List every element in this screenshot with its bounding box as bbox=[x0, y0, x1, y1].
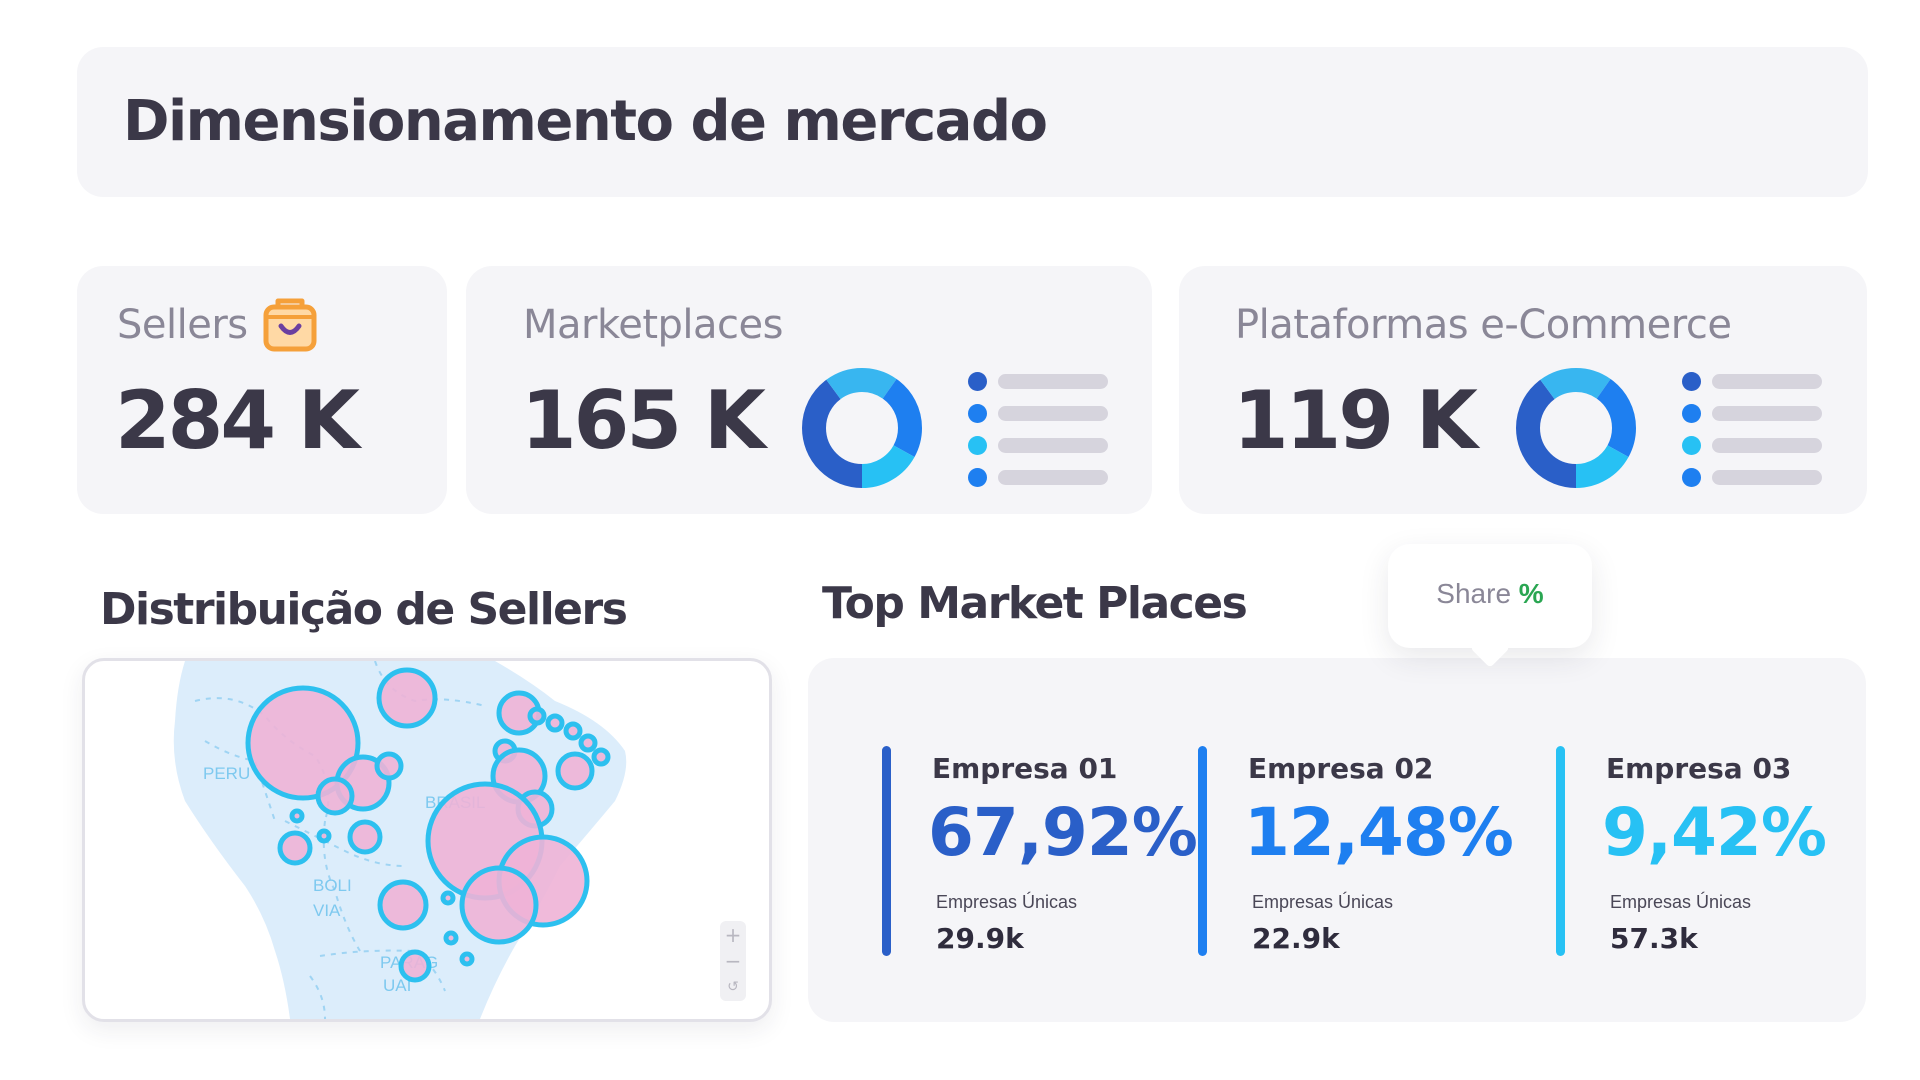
zoom-out-button[interactable]: − bbox=[724, 949, 742, 973]
map-bubble[interactable] bbox=[545, 713, 565, 733]
platforms-donut-icon bbox=[1516, 368, 1636, 488]
zoom-in-button[interactable]: + bbox=[724, 923, 742, 947]
map-label-bolivia-2: VIA bbox=[313, 901, 341, 920]
company-card-2[interactable]: Empresa 02 12,48% Empresas Únicas 22.9k bbox=[1198, 746, 1518, 966]
company-card-3[interactable]: Empresa 03 9,42% Empresas Únicas 57.3k bbox=[1556, 746, 1876, 966]
map-bubble[interactable] bbox=[377, 879, 429, 931]
platforms-card[interactable]: Plataformas e-Commerce 119 K bbox=[1179, 266, 1867, 514]
legend-item bbox=[1682, 398, 1822, 430]
legend-item bbox=[968, 398, 1108, 430]
legend-item bbox=[1682, 430, 1822, 462]
map-bubble[interactable] bbox=[578, 733, 598, 753]
company-sub-label: Empresas Únicas bbox=[936, 892, 1078, 912]
sellers-label: Sellers bbox=[117, 302, 248, 348]
map-bubble[interactable] bbox=[376, 667, 438, 729]
company-card-1[interactable]: Empresa 01 67,92% Empresas Únicas 29.9k bbox=[882, 746, 1202, 966]
seller-bubbles bbox=[245, 667, 611, 983]
legend-item bbox=[968, 366, 1108, 398]
company-share: 9,42% bbox=[1602, 794, 1827, 871]
company-bar bbox=[1556, 746, 1565, 956]
map-bubble[interactable] bbox=[245, 685, 361, 801]
platforms-legend bbox=[1682, 366, 1822, 494]
marketplaces-label: Marketplaces bbox=[523, 302, 783, 348]
map-zoom-controls: + − ↺ bbox=[720, 921, 746, 1001]
company-name: Empresa 02 bbox=[1248, 752, 1434, 785]
tooltip-text: Share % bbox=[1388, 578, 1592, 610]
map-label-peru: PERU bbox=[203, 764, 250, 783]
map-bubble[interactable] bbox=[459, 865, 539, 945]
company-name: Empresa 03 bbox=[1606, 752, 1792, 785]
company-sub-label: Empresas Únicas bbox=[1610, 892, 1752, 912]
platforms-label: Plataformas e-Commerce bbox=[1235, 302, 1732, 348]
sellers-value: 284 K bbox=[115, 374, 360, 467]
marketplaces-value: 165 K bbox=[521, 374, 766, 467]
company-bar bbox=[1198, 746, 1207, 956]
map-bubble[interactable] bbox=[277, 830, 313, 866]
company-share: 12,48% bbox=[1244, 794, 1514, 871]
legend-item bbox=[968, 430, 1108, 462]
company-bar bbox=[882, 746, 891, 956]
legend-item bbox=[1682, 462, 1822, 494]
marketplaces-card[interactable]: Marketplaces 165 K bbox=[466, 266, 1152, 514]
map-canvas[interactable]: PERU BRASIL BOLI VIA PARAG UAI bbox=[85, 661, 769, 1019]
tooltip-percent: % bbox=[1518, 578, 1544, 609]
map-bubble[interactable] bbox=[316, 828, 332, 844]
company-sub-label: Empresas Únicas bbox=[1252, 892, 1394, 912]
map-bubble[interactable] bbox=[440, 890, 456, 906]
map-bubble[interactable] bbox=[443, 930, 459, 946]
legend-item bbox=[1682, 366, 1822, 398]
company-count: 29.9k bbox=[936, 922, 1024, 955]
company-count: 57.3k bbox=[1610, 922, 1698, 955]
map-bubble[interactable] bbox=[591, 747, 611, 767]
company-count: 22.9k bbox=[1252, 922, 1340, 955]
shopping-bag-icon bbox=[263, 298, 317, 352]
page-title: Dimensionamento de mercado bbox=[123, 89, 1048, 154]
map-section-title: Distribuição de Sellers bbox=[100, 584, 628, 635]
map-bubble[interactable] bbox=[289, 808, 305, 824]
map-bubble[interactable] bbox=[459, 951, 475, 967]
map-bubble[interactable] bbox=[315, 776, 355, 816]
top-marketplaces-panel: Empresa 01 67,92% Empresas Únicas 29.9k … bbox=[808, 658, 1866, 1022]
map-bubble[interactable] bbox=[555, 751, 595, 791]
platforms-value: 119 K bbox=[1233, 374, 1478, 467]
share-tooltip[interactable]: Share % bbox=[1388, 544, 1592, 648]
company-name: Empresa 01 bbox=[932, 752, 1118, 785]
map-bubble[interactable] bbox=[374, 751, 404, 781]
map-bubble[interactable] bbox=[563, 721, 583, 741]
sellers-map[interactable]: PERU BRASIL BOLI VIA PARAG UAI bbox=[82, 658, 772, 1022]
map-bubble[interactable] bbox=[347, 819, 383, 855]
header-panel: Dimensionamento de mercado bbox=[77, 47, 1868, 197]
map-label-bolivia: BOLI bbox=[313, 876, 352, 895]
company-share: 67,92% bbox=[928, 794, 1198, 871]
zoom-reset-button[interactable]: ↺ bbox=[727, 979, 739, 995]
top-marketplaces-title: Top Market Places bbox=[822, 578, 1248, 629]
marketplaces-legend bbox=[968, 366, 1108, 494]
marketplaces-donut-icon bbox=[802, 368, 922, 488]
sellers-card[interactable]: Sellers 284 K bbox=[77, 266, 447, 514]
map-bubble[interactable] bbox=[398, 949, 432, 983]
legend-item bbox=[968, 462, 1108, 494]
map-label-paraguai-2: UAI bbox=[383, 976, 411, 995]
tooltip-label: Share bbox=[1436, 578, 1512, 609]
map-bubble[interactable] bbox=[527, 706, 547, 726]
